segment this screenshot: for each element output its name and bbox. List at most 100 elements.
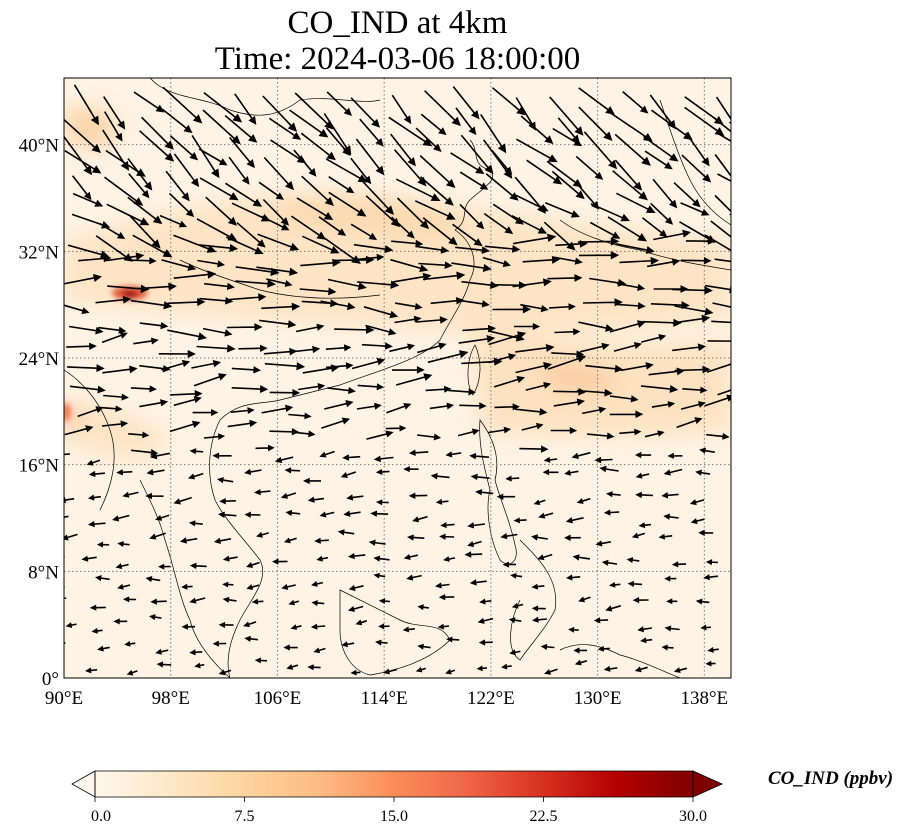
wind-arrow: [139, 399, 169, 408]
wind-arrow: [189, 448, 204, 455]
wind-arrow: [564, 534, 581, 541]
colorbar-gradient: [95, 771, 693, 797]
wind-arrow: [482, 256, 511, 268]
wind-arrow: [155, 648, 169, 655]
wind-arrow: [104, 111, 123, 142]
wind-arrow: [547, 274, 583, 282]
wind-arrow: [614, 302, 646, 310]
wind-arrow: [705, 660, 716, 667]
wind-arrow: [219, 498, 236, 505]
wind-arrow: [451, 262, 492, 273]
wind-arrow: [609, 410, 644, 419]
wind-arrow: [286, 664, 299, 670]
wind-arrow: [578, 251, 620, 260]
wind-arrow: [150, 598, 167, 605]
wind-arrow: [515, 194, 549, 212]
lat-tick-label: 8°N: [28, 562, 59, 583]
wind-arrow: [378, 598, 391, 605]
wind-arrow: [173, 234, 217, 253]
wind-arrow: [435, 498, 449, 505]
wind-arrow: [412, 515, 428, 523]
colorbar-tick-label: 0.0: [91, 808, 111, 825]
wind-arrow: [544, 202, 580, 218]
wind-arrow: [181, 583, 193, 590]
wind-arrow: [320, 300, 356, 311]
wind-arrow: [644, 430, 665, 438]
wind-arrow: [672, 286, 713, 295]
wind-arrow: [438, 594, 455, 601]
wind-arrow: [103, 393, 129, 401]
wind-arrow: [262, 198, 290, 226]
wind-arrow: [360, 179, 395, 215]
lat-tick-label: 32°N: [19, 242, 60, 263]
lon-tick-labels: 90°E 98°E 106°E 114°E 122°E 130°E 138°E: [45, 688, 728, 709]
wind-arrow: [516, 138, 558, 163]
wind-arrow: [302, 235, 340, 254]
wind-arrow: [255, 444, 275, 452]
wind-arrow: [458, 335, 496, 344]
wind-arrow: [99, 222, 126, 240]
wind-arrow: [324, 400, 354, 410]
wind-arrow: [671, 561, 687, 568]
wind-arrow: [383, 668, 398, 675]
wind-arrow: [310, 623, 326, 630]
wind-arrow: [231, 385, 269, 394]
lat-tick-label: 24°N: [19, 349, 60, 370]
lat-tick-labels: 0° 8°N 16°N 24°N 32°N 40°N: [19, 136, 60, 690]
wind-arrow: [488, 353, 517, 364]
wind-arrow: [627, 580, 643, 588]
wind-arrow: [361, 342, 393, 350]
wind-arrow: [350, 669, 361, 676]
wind-arrow: [188, 520, 203, 527]
wind-arrow: [199, 177, 239, 201]
wind-arrow: [65, 622, 77, 629]
wind-arrow: [603, 509, 620, 516]
lon-tick-label: 114°E: [361, 688, 408, 709]
wind-arrow: [159, 214, 188, 228]
lat-tick-label: 16°N: [19, 456, 60, 477]
wind-vectors: [64, 84, 731, 676]
wind-arrow: [606, 491, 621, 498]
wind-arrow: [355, 138, 385, 176]
wind-arrow: [554, 328, 581, 336]
wind-arrow: [491, 149, 513, 175]
wind-arrow: [165, 170, 190, 202]
wind-arrow: [542, 469, 559, 476]
wind-arrow: [112, 514, 130, 522]
wind-arrow: [173, 396, 202, 407]
wind-arrow: [337, 529, 355, 536]
wind-arrow: [667, 452, 683, 459]
wind-arrow: [95, 575, 110, 582]
wind-arrow: [415, 127, 442, 152]
wind-arrow: [156, 661, 172, 668]
wind-arrow: [261, 404, 294, 414]
wind-arrow: [574, 659, 588, 666]
wind-arrow: [632, 597, 649, 604]
wind-arrow: [664, 625, 680, 632]
wind-arrow: [619, 428, 642, 436]
wind-arrow: [478, 639, 493, 646]
wind-arrow: [714, 258, 731, 263]
wind-arrow: [437, 623, 449, 630]
wind-arrow: [225, 236, 264, 255]
wind-arrow: [258, 181, 284, 200]
wind-arrow: [238, 344, 268, 352]
wind-arrow: [429, 402, 455, 410]
wind-arrow: [483, 212, 514, 235]
wind-arrow: [256, 531, 269, 538]
wind-arrow: [520, 115, 554, 145]
wind-arrow: [395, 178, 441, 202]
wind-arrow: [573, 647, 588, 654]
wind-arrow: [406, 574, 422, 581]
wind-arrow: [319, 511, 335, 518]
wind-arrow: [363, 306, 399, 319]
wind-arrow: [513, 517, 527, 524]
wind-arrow: [616, 282, 646, 292]
wind-arrow: [422, 217, 458, 246]
wind-arrow: [673, 182, 701, 208]
wind-arrow: [64, 533, 78, 541]
wind-arrow: [366, 430, 394, 440]
wind-arrow: [218, 669, 232, 676]
wind-arrow: [117, 583, 131, 590]
wind-arrow: [122, 596, 137, 603]
